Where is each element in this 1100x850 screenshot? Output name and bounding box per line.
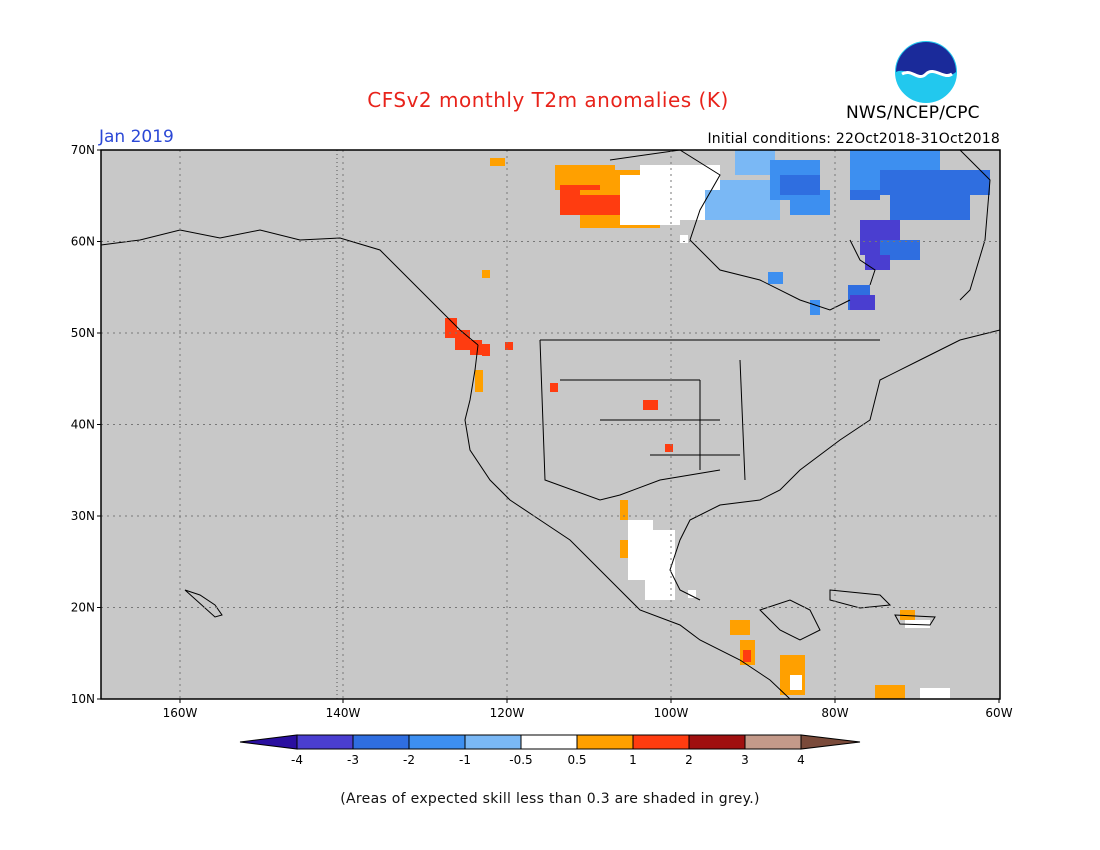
anomaly-cell: [482, 270, 490, 278]
anomaly-cell: [730, 620, 750, 635]
colorbar: -4 -3 -2 -1 -0.5 0.5 1 2 3 4: [239, 734, 861, 767]
coastline: [560, 359, 746, 481]
colorbar-label: -0.5: [509, 753, 532, 767]
lat-label: 60N: [71, 235, 95, 249]
anomaly-cell: [475, 370, 483, 392]
lon-label: 60W: [985, 706, 1012, 720]
colorbar-label: -1: [459, 753, 471, 767]
colorbar-arrow-low: [239, 734, 298, 750]
anomaly-cell: [768, 272, 783, 284]
colorbar-segment: [632, 734, 690, 750]
initial-conditions-label: Initial conditions: 22Oct2018-31Oct2018: [707, 131, 1000, 147]
colorbar-label: -3: [347, 753, 359, 767]
anomaly-cell: [905, 620, 930, 628]
colorbar-segment: [520, 734, 578, 750]
coastline: [609, 149, 851, 311]
coastline: [829, 589, 892, 609]
anomaly-cell: [505, 342, 513, 350]
anomaly-cell: [445, 318, 457, 338]
coastline: [669, 329, 1001, 601]
colorbar-segment: [744, 734, 802, 750]
valid-month-label: Jan 2019: [99, 127, 174, 147]
colorbar-segment: [688, 734, 746, 750]
colorbar-label: 0.5: [567, 753, 586, 767]
anomaly-cell: [565, 195, 620, 215]
colorbar-arrow-high: [800, 734, 861, 750]
anomaly-cell: [850, 190, 880, 200]
map-title: CFSv2 monthly T2m anomalies (K): [367, 88, 729, 112]
colorbar-label: 4: [797, 753, 805, 767]
lat-label: 40N: [71, 418, 95, 432]
anomaly-cell: [790, 675, 802, 690]
lon-label: 160W: [163, 706, 198, 720]
anomaly-cell: [688, 590, 696, 598]
colorbar-segment: [352, 734, 410, 750]
anomaly-cell: [850, 295, 875, 310]
anomaly-cell: [643, 400, 658, 410]
colorbar-segment: [576, 734, 634, 750]
anomaly-cell: [665, 444, 673, 452]
footnote: (Areas of expected skill less than 0.3 a…: [340, 791, 760, 807]
lon-label: 140W: [326, 706, 361, 720]
anomaly-cell: [705, 190, 745, 220]
noaa-logo: [893, 39, 959, 105]
anomaly-cell: [743, 650, 751, 662]
anomaly-cell: [482, 344, 490, 356]
anomaly-cell: [875, 685, 905, 699]
coastline: [894, 614, 936, 626]
colorbar-segment: [296, 734, 354, 750]
coastline: [539, 339, 880, 501]
anomaly-cell: [470, 340, 482, 355]
anomaly-cell: [735, 150, 775, 175]
colorbar-segment: [464, 734, 522, 750]
agency-label: NWS/NCEP/CPC: [846, 103, 980, 123]
lat-label: 70N: [71, 143, 95, 157]
anomaly-cell: [890, 195, 970, 220]
anomaly-cell: [810, 300, 820, 315]
colorbar-label: 3: [741, 753, 749, 767]
anomaly-cell: [900, 610, 915, 620]
anomaly-cell: [550, 383, 558, 392]
coastline: [849, 149, 991, 301]
anomaly-cell: [490, 158, 505, 166]
lon-label: 80W: [821, 706, 848, 720]
lon-label: 100W: [654, 706, 689, 720]
anomaly-cell: [865, 255, 890, 270]
lat-label: 10N: [71, 692, 95, 706]
anomaly-cell: [880, 170, 990, 195]
colorbar-label: -4: [291, 753, 303, 767]
lat-label: 30N: [71, 509, 95, 523]
coastline: [464, 344, 791, 700]
colorbar-segment: [408, 734, 466, 750]
coastline: [759, 599, 821, 641]
anomaly-cell: [920, 688, 950, 699]
colorbar-label: 2: [685, 753, 693, 767]
anomaly-cell: [620, 540, 628, 558]
map-frame: [101, 150, 1000, 699]
anomaly-cell: [620, 500, 628, 520]
lon-label: 120W: [490, 706, 525, 720]
colorbar-label: -2: [403, 753, 415, 767]
coastline: [184, 589, 223, 618]
colorbar-label: 1: [629, 753, 637, 767]
anomaly-cell: [652, 580, 672, 600]
anomaly-cell: [780, 175, 820, 195]
lat-label: 50N: [71, 326, 95, 340]
anomaly-cell: [680, 235, 688, 243]
lat-label: 20N: [71, 601, 95, 615]
